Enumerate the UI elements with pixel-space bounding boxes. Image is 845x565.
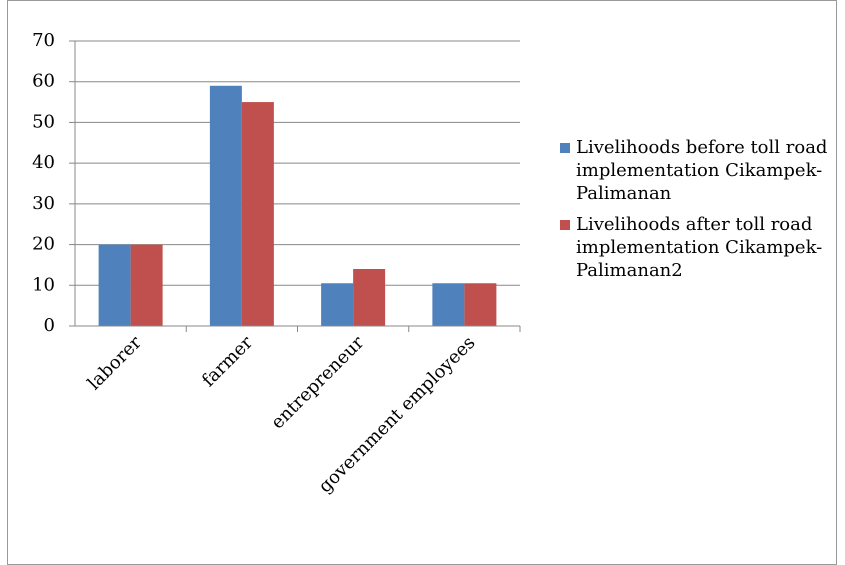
legend-item: Livelihoods after toll road implementati… — [560, 213, 830, 282]
legend-item: Livelihoods before toll road implementat… — [560, 136, 830, 205]
y-tick-label: 60 — [32, 71, 55, 92]
y-tick-label: 50 — [32, 111, 55, 132]
y-tick-label: 0 — [44, 315, 55, 336]
y-tick-label: 10 — [32, 274, 55, 295]
y-tick-label: 30 — [32, 193, 55, 214]
legend-label: Livelihoods before toll road implementat… — [576, 137, 828, 204]
bar — [464, 283, 497, 326]
legend-swatch — [560, 220, 570, 230]
bar — [130, 244, 163, 326]
bar — [353, 269, 386, 326]
y-tick-label: 40 — [32, 152, 55, 173]
legend-swatch — [560, 143, 570, 153]
bar — [432, 283, 465, 326]
y-tick-label: 70 — [32, 30, 55, 51]
bar — [209, 85, 242, 327]
legend: Livelihoods before toll road implementat… — [560, 136, 830, 290]
legend-label: Livelihoods after toll road implementati… — [576, 214, 823, 281]
bar — [241, 102, 274, 326]
bar — [98, 244, 131, 326]
bar — [321, 283, 354, 326]
y-tick-label: 20 — [32, 234, 55, 255]
